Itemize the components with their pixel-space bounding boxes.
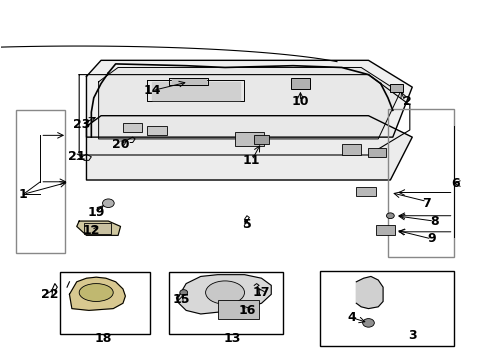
- Circle shape: [102, 199, 114, 207]
- Text: 2: 2: [402, 95, 411, 108]
- Bar: [169, 272, 283, 334]
- Text: 12: 12: [82, 224, 100, 237]
- Bar: [375, 225, 394, 235]
- Text: 19: 19: [87, 206, 104, 219]
- Bar: [217, 300, 259, 319]
- Text: 4: 4: [346, 311, 355, 324]
- Bar: [290, 78, 309, 89]
- Text: 1: 1: [19, 188, 28, 201]
- Bar: [341, 144, 361, 155]
- Bar: [60, 272, 149, 334]
- Text: 17: 17: [252, 286, 270, 299]
- Text: 20: 20: [112, 138, 129, 151]
- Text: 10: 10: [291, 95, 308, 108]
- Bar: [368, 148, 385, 157]
- Circle shape: [362, 319, 373, 327]
- Bar: [319, 271, 453, 346]
- Bar: [234, 132, 264, 146]
- Polygon shape: [152, 82, 239, 100]
- Text: 15: 15: [172, 293, 190, 306]
- Text: 16: 16: [238, 304, 255, 317]
- Text: 18: 18: [95, 333, 112, 346]
- Bar: [389, 84, 402, 93]
- Text: 8: 8: [429, 215, 438, 228]
- Polygon shape: [86, 60, 411, 137]
- Text: 7: 7: [422, 197, 430, 210]
- Bar: [147, 126, 166, 135]
- Ellipse shape: [79, 284, 113, 301]
- Text: 5: 5: [242, 218, 251, 231]
- Polygon shape: [171, 79, 205, 85]
- Polygon shape: [86, 116, 411, 180]
- Text: 14: 14: [143, 84, 161, 97]
- Text: 3: 3: [407, 329, 416, 342]
- Text: 21: 21: [68, 150, 85, 163]
- Text: 23: 23: [73, 118, 90, 131]
- Polygon shape: [69, 277, 125, 310]
- Polygon shape: [77, 221, 120, 235]
- Circle shape: [180, 290, 187, 296]
- Bar: [254, 135, 268, 144]
- Bar: [387, 109, 453, 257]
- Bar: [122, 123, 142, 132]
- Bar: [84, 223, 111, 234]
- Text: 13: 13: [223, 333, 241, 346]
- Text: 22: 22: [41, 288, 59, 301]
- Bar: [16, 111, 64, 253]
- Text: 9: 9: [427, 233, 435, 246]
- Polygon shape: [356, 276, 382, 309]
- Circle shape: [386, 213, 393, 219]
- Text: 6: 6: [451, 177, 459, 190]
- Polygon shape: [176, 275, 271, 314]
- Polygon shape: [99, 67, 399, 139]
- Text: 11: 11: [243, 154, 260, 167]
- Ellipse shape: [205, 281, 244, 304]
- Bar: [356, 187, 375, 196]
